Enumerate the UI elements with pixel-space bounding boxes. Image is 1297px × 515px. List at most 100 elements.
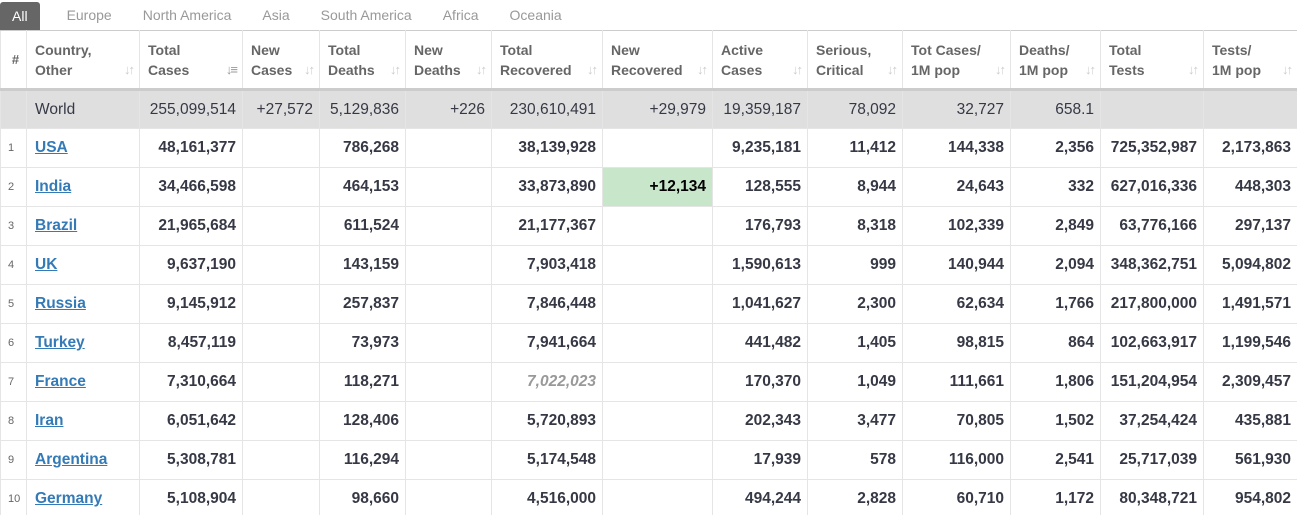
total-deaths-cell: 257,837	[319, 284, 406, 324]
total-deaths-cell: 116,294	[319, 440, 406, 480]
active-cases-cell: 128,555	[712, 167, 808, 207]
deaths-per-million-cell: 332	[1010, 167, 1101, 207]
tab-south-america[interactable]: South America	[320, 7, 412, 23]
new-deaths-cell	[405, 401, 492, 441]
country-link[interactable]: UK	[35, 256, 58, 273]
total-recovered-cell: 7,022,023	[491, 362, 603, 402]
new-cases-cell	[242, 245, 320, 285]
column-header-active-cases[interactable]: Active Cases ↓↑	[712, 30, 808, 91]
sort-arrows-icon: ↓↑	[124, 62, 135, 77]
tab-oceania[interactable]: Oceania	[509, 7, 562, 23]
tab-north-america[interactable]: North America	[142, 7, 232, 23]
column-header-deaths-per-million[interactable]: Deaths/1M pop ↓↑	[1010, 30, 1101, 91]
total-deaths-cell: 118,271	[319, 362, 406, 402]
column-header-cases-per-million[interactable]: Tot Cases/1M pop ↓↑	[902, 30, 1011, 91]
serious-critical-cell: 8,318	[807, 206, 903, 246]
new-cases-cell	[242, 128, 320, 168]
country-link[interactable]: Argentina	[35, 451, 108, 468]
column-header-tests-per-million[interactable]: Tests/1M pop ↓↑	[1203, 30, 1297, 91]
total-recovered-cell: 7,941,664	[491, 323, 603, 363]
deaths-per-million-cell: 1,806	[1010, 362, 1101, 402]
total-cases-cell: 6,051,642	[139, 401, 243, 441]
world-tests-per-million	[1203, 89, 1297, 129]
column-header-total-cases[interactable]: Total Cases ↓≡	[139, 30, 243, 91]
new-deaths-cell	[405, 440, 492, 480]
cases-per-million-cell: 60,710	[902, 479, 1011, 515]
country-cell: India	[26, 167, 140, 207]
total-recovered-cell: 38,139,928	[491, 128, 603, 168]
row-rank: 4	[0, 245, 27, 285]
total-recovered-cell: 7,846,448	[491, 284, 603, 324]
column-header-total-recovered[interactable]: Total Recovered ↓↑	[491, 30, 603, 91]
world-total-deaths: 5,129,836	[319, 89, 406, 129]
column-header-rank[interactable]: #	[0, 30, 27, 91]
cases-per-million-cell: 98,815	[902, 323, 1011, 363]
cases-per-million-cell: 144,338	[902, 128, 1011, 168]
column-header-total-deaths[interactable]: Total Deaths ↓↑	[319, 30, 406, 91]
total-deaths-cell: 98,660	[319, 479, 406, 515]
new-recovered-cell	[602, 245, 713, 285]
row-rank: 10	[0, 479, 27, 515]
country-cell: Germany	[26, 479, 140, 515]
total-deaths-cell: 611,524	[319, 206, 406, 246]
country-link[interactable]: Russia	[35, 295, 86, 312]
new-deaths-cell	[405, 284, 492, 324]
world-active-cases: 19,359,187	[712, 89, 808, 129]
total-deaths-cell: 73,973	[319, 323, 406, 363]
row-rank: 9	[0, 440, 27, 480]
country-link[interactable]: France	[35, 373, 86, 390]
country-cell: Turkey	[26, 323, 140, 363]
column-header-new-recovered[interactable]: New Recovered ↓↑	[602, 30, 713, 91]
row-rank: 2	[0, 167, 27, 207]
world-total-tests	[1100, 89, 1204, 129]
column-header-total-tests[interactable]: Total Tests ↓↑	[1100, 30, 1204, 91]
country-link[interactable]: Germany	[35, 490, 103, 507]
tab-asia[interactable]: Asia	[262, 7, 290, 23]
deaths-per-million-cell: 1,502	[1010, 401, 1101, 441]
column-header-country[interactable]: Country, Other ↓↑	[26, 30, 140, 91]
deaths-per-million-cell: 2,541	[1010, 440, 1101, 480]
world-total-cases: 255,099,514	[139, 89, 243, 129]
active-cases-cell: 441,482	[712, 323, 808, 363]
row-rank: 3	[0, 206, 27, 246]
table-row: 3 Brazil 21,965,684 611,524 21,177,367 176,79…	[0, 206, 1297, 246]
cases-per-million-cell: 116,000	[902, 440, 1011, 480]
total-recovered-cell: 4,516,000	[491, 479, 603, 515]
total-recovered-cell: 5,174,548	[491, 440, 603, 480]
world-new-cases: +27,572	[242, 89, 320, 129]
country-cell: Argentina	[26, 440, 140, 480]
country-link[interactable]: Turkey	[35, 334, 85, 351]
deaths-per-million-cell: 1,172	[1010, 479, 1101, 515]
active-cases-cell: 202,343	[712, 401, 808, 441]
tab-all[interactable]: All	[0, 2, 40, 31]
active-cases-cell: 176,793	[712, 206, 808, 246]
country-link[interactable]: Brazil	[35, 217, 78, 234]
tab-europe[interactable]: Europe	[66, 7, 112, 23]
country-link[interactable]: India	[35, 178, 72, 195]
total-tests-cell: 217,800,000	[1100, 284, 1204, 324]
new-recovered-cell	[602, 362, 713, 402]
country-link[interactable]: USA	[35, 139, 68, 156]
new-deaths-cell	[405, 206, 492, 246]
covid-stats-table: # Country, Other ↓↑ Total Cases ↓≡ New Cases ↓…	[0, 30, 1297, 515]
table-row: 8 Iran 6,051,642 128,406 5,720,893 202,343 3,4…	[0, 401, 1297, 441]
column-header-new-cases[interactable]: New Cases ↓↑	[242, 30, 320, 91]
column-header-serious-critical[interactable]: Serious, Critical ↓↑	[807, 30, 903, 91]
new-cases-cell	[242, 167, 320, 207]
total-deaths-cell: 786,268	[319, 128, 406, 168]
tab-africa[interactable]: Africa	[442, 7, 479, 23]
new-cases-cell	[242, 362, 320, 402]
table-row: 9 Argentina 5,308,781 116,294 5,174,548 17,93…	[0, 440, 1297, 480]
active-cases-cell: 494,244	[712, 479, 808, 515]
new-cases-cell	[242, 479, 320, 515]
column-header-new-deaths[interactable]: New Deaths ↓↑	[405, 30, 492, 91]
sort-descending-icon: ↓≡	[225, 62, 238, 77]
total-tests-cell: 63,776,166	[1100, 206, 1204, 246]
sort-arrows-icon: ↓↑	[1085, 62, 1096, 77]
total-recovered-cell: 21,177,367	[491, 206, 603, 246]
sort-arrows-icon: ↓↑	[995, 62, 1006, 77]
country-link[interactable]: Iran	[35, 412, 64, 429]
tests-per-million-cell: 448,303	[1203, 167, 1297, 207]
new-recovered-cell	[602, 479, 713, 515]
country-cell: Russia	[26, 284, 140, 324]
